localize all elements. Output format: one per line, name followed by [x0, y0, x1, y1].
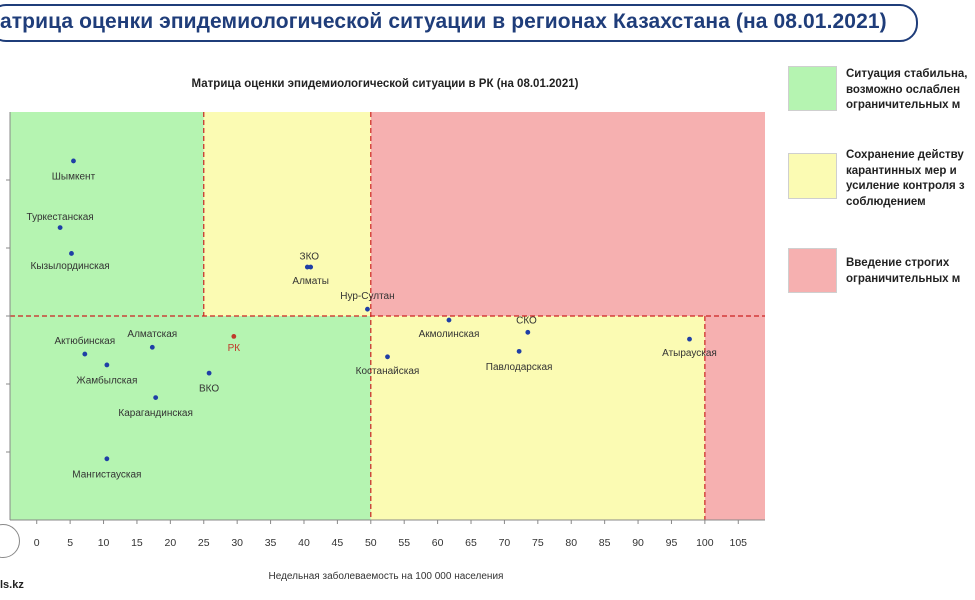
zone-green-0 — [10, 112, 204, 316]
zone-red-2 — [370, 112, 765, 316]
x-tick-label: 95 — [666, 537, 678, 549]
data-point — [365, 306, 370, 312]
data-point — [57, 225, 63, 231]
data-point-label: РК — [228, 343, 241, 354]
data-point-label: Мангистауская — [72, 469, 141, 480]
zone-red-5 — [704, 316, 765, 520]
x-tick-label: 30 — [231, 537, 243, 549]
data-point — [82, 351, 88, 357]
x-tick-label: 60 — [432, 537, 444, 549]
x-tick-label: 55 — [398, 537, 410, 549]
x-tick-label: 5 — [67, 537, 73, 549]
data-point — [104, 362, 110, 368]
x-tick-label: 50 — [365, 537, 377, 549]
x-tick-label: 20 — [165, 537, 177, 549]
points-layer — [57, 158, 692, 462]
x-tick-label: 0 — [34, 537, 40, 549]
data-point-label: СКО — [516, 316, 537, 327]
chart-title: Матрица оценки эпидемиологической ситуац… — [192, 78, 579, 90]
data-point — [516, 348, 522, 354]
x-tick-label: 80 — [565, 537, 577, 549]
data-point-label: Шымкент — [52, 171, 96, 182]
zone-yellow-1 — [203, 112, 371, 316]
data-point-label: Туркестанская — [27, 212, 94, 223]
data-point — [231, 334, 237, 339]
data-point-label: Алматская — [127, 329, 177, 340]
title-bar — [0, 4, 918, 42]
data-point-label: Актюбинская — [55, 335, 116, 347]
x-axis-label: Недельная заболеваемость на 100 000 насе… — [269, 570, 504, 582]
x-tick-label: 90 — [632, 537, 644, 549]
x-tick-label: 75 — [532, 537, 544, 549]
x-tick-label: 45 — [332, 537, 344, 549]
data-point — [104, 456, 110, 462]
ticks-layer: 0 5 10 15 20 25 30 35 40 45 50 55 60 65 70 75 80 85 90 95 10… — [6, 179, 748, 549]
data-point-label: Акмолинская — [419, 329, 480, 340]
dividers-layer — [10, 112, 765, 520]
data-point — [446, 317, 452, 323]
data-point — [206, 370, 212, 376]
zones-layer — [10, 112, 765, 520]
legend-swatch-red — [788, 248, 837, 293]
data-point — [385, 354, 390, 360]
data-point — [69, 251, 74, 256]
x-tick-label: 100 — [696, 537, 714, 549]
x-tick-label: 15 — [131, 537, 143, 549]
zone-green-3 — [10, 316, 371, 520]
x-tick-label: 25 — [198, 537, 210, 549]
data-point — [153, 395, 159, 400]
data-point — [525, 329, 531, 335]
data-point — [71, 158, 76, 164]
data-point-label: ЗКО — [300, 252, 320, 263]
source-text: ls.kz — [0, 579, 24, 591]
x-tick-label: 70 — [499, 537, 511, 549]
data-point-label: Атырауская — [662, 348, 717, 359]
x-tick-label: 85 — [599, 537, 611, 549]
data-point — [304, 264, 310, 270]
x-tick-label: 35 — [265, 537, 277, 549]
legend-text-green: Ситуация стабильна, возможно ослаблен ог… — [846, 68, 968, 111]
page-title: атрица оценки эпидемиологической ситуаци… — [0, 10, 887, 33]
x-tick-label: 10 — [98, 537, 110, 549]
x-tick-label: 40 — [298, 537, 310, 549]
x-tick-label: 105 — [730, 537, 748, 549]
legend-swatch-yellow — [788, 153, 837, 199]
data-point-label: Костанайская — [356, 366, 420, 377]
legend-swatch-green — [788, 66, 837, 111]
zone-yellow-4 — [370, 316, 705, 520]
data-point-label: Жамбылская — [76, 374, 137, 386]
data-point-label: Карагандинская — [118, 408, 193, 419]
data-point — [149, 344, 155, 350]
legend-text-red: Введение строгих ограничительных м — [846, 257, 961, 285]
data-point-label: Алматы — [292, 276, 329, 287]
data-point-label: Кызылординская — [31, 261, 110, 272]
data-point-label: ВКО — [199, 384, 219, 395]
labels-layer: Шымкент Туркестанская Кызылординская ЗКО Алм… — [27, 171, 717, 480]
x-tick-label: 65 — [465, 537, 477, 549]
data-point — [308, 264, 314, 270]
data-point-label: Павлодарская — [486, 362, 553, 373]
data-point-label: Нур-Султан — [340, 291, 394, 302]
data-point — [687, 336, 692, 342]
legend-text-yellow: Сохранение действу карантинных мер и уси… — [846, 149, 965, 208]
